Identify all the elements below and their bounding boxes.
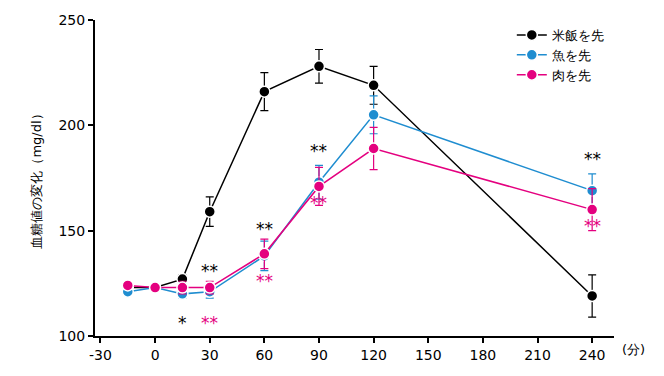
svg-text:**: ** — [201, 313, 218, 333]
svg-text:150: 150 — [415, 347, 442, 363]
svg-text:100: 100 — [58, 328, 85, 344]
svg-text:血糖値の変化（mg/dl）: 血糖値の変化（mg/dl） — [29, 107, 44, 248]
svg-text:魚を先: 魚を先 — [552, 48, 591, 63]
svg-text:**: ** — [584, 216, 601, 236]
svg-text:-30: -30 — [89, 347, 112, 363]
svg-text:肉を先: 肉を先 — [552, 68, 591, 83]
svg-text:**: ** — [310, 141, 327, 161]
svg-text:(分): (分) — [622, 342, 645, 357]
svg-text:150: 150 — [58, 223, 85, 239]
svg-text:**: ** — [584, 149, 601, 169]
svg-text:180: 180 — [470, 347, 497, 363]
svg-text:**: ** — [256, 219, 273, 239]
svg-text:250: 250 — [58, 12, 85, 28]
svg-text:*: * — [178, 313, 187, 333]
svg-text:**: ** — [201, 261, 218, 281]
svg-text:米飯を先: 米飯を先 — [552, 28, 604, 43]
svg-text:60: 60 — [255, 347, 273, 363]
svg-text:0: 0 — [151, 347, 160, 363]
svg-text:240: 240 — [579, 347, 606, 363]
svg-text:**: ** — [310, 193, 327, 213]
svg-text:120: 120 — [360, 347, 387, 363]
svg-text:30: 30 — [201, 347, 219, 363]
svg-text:210: 210 — [524, 347, 551, 363]
svg-text:**: ** — [256, 271, 273, 291]
svg-text:200: 200 — [58, 117, 85, 133]
svg-text:90: 90 — [310, 347, 328, 363]
